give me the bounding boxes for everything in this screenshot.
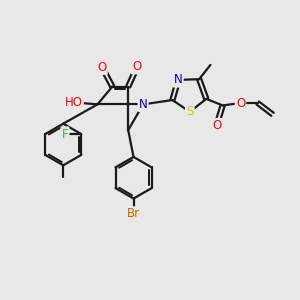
Text: O: O bbox=[212, 119, 221, 132]
Text: O: O bbox=[97, 61, 106, 74]
Text: O: O bbox=[236, 97, 245, 110]
Text: Br: Br bbox=[127, 208, 140, 220]
Text: N: N bbox=[139, 98, 148, 111]
Text: S: S bbox=[186, 105, 194, 118]
Text: HO: HO bbox=[65, 96, 83, 110]
Text: N: N bbox=[174, 74, 183, 86]
Text: O: O bbox=[132, 60, 141, 73]
Text: F: F bbox=[61, 128, 68, 141]
